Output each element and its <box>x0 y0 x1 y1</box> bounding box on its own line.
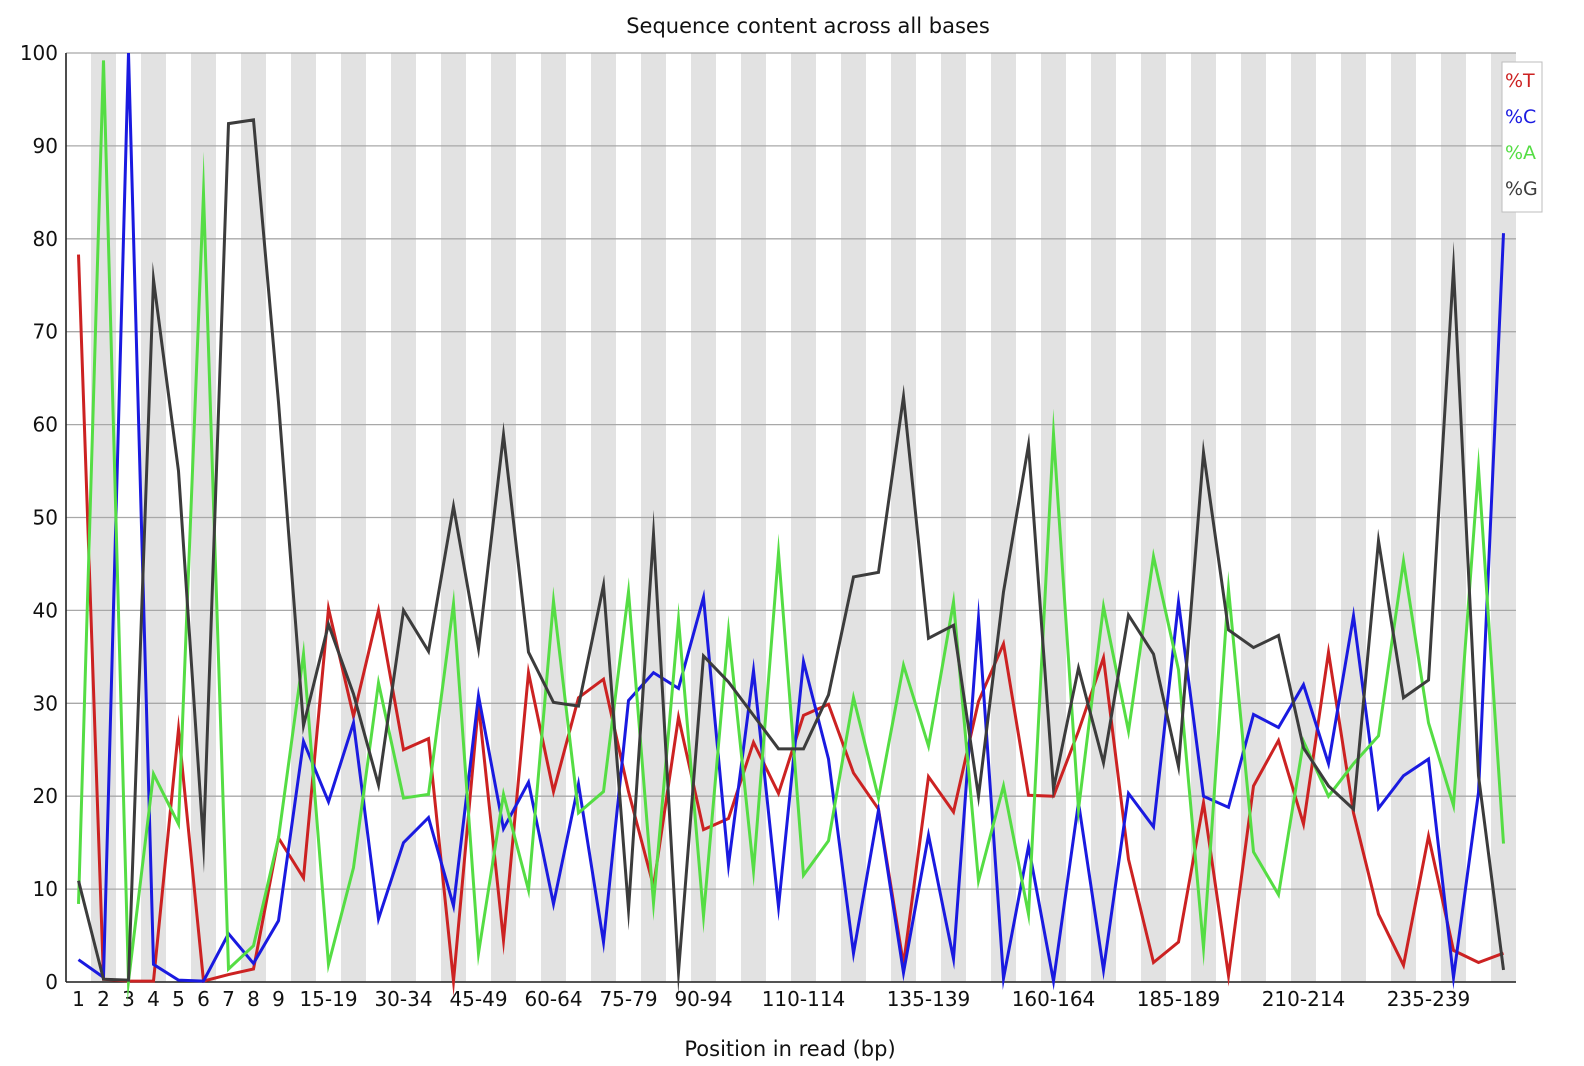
x-tick-label: 5 <box>172 987 185 1011</box>
legend-entry-a: %A <box>1505 142 1536 164</box>
y-tick-label: 50 <box>33 506 58 530</box>
x-tick-label: 9 <box>272 987 285 1011</box>
series-line-c <box>77 52 1505 991</box>
y-tick-label: 0 <box>45 970 58 994</box>
axes <box>65 53 1516 983</box>
x-tick-label: 15-19 <box>299 987 357 1011</box>
x-tick-label: 110-114 <box>762 987 846 1011</box>
series-lines <box>77 52 1505 1002</box>
y-tick-label: 100 <box>20 41 58 65</box>
x-tick-label: 60-64 <box>524 987 582 1011</box>
x-tick-label: 1 <box>72 987 85 1011</box>
x-tick-label: 185-189 <box>1137 987 1221 1011</box>
x-tick-label: 160-164 <box>1012 987 1096 1011</box>
x-tick-label: 90-94 <box>674 987 732 1011</box>
x-tick-label: 3 <box>122 987 135 1011</box>
y-tick-label: 90 <box>33 134 58 158</box>
x-tick-label: 30-34 <box>374 987 432 1011</box>
legend-entry-t: %T <box>1505 70 1535 92</box>
y-tick-label: 30 <box>33 691 58 715</box>
y-tick-label: 10 <box>33 877 58 901</box>
x-tick-label: 6 <box>197 987 210 1011</box>
x-tick-label: 45-49 <box>449 987 507 1011</box>
x-tick-label: 8 <box>247 987 260 1011</box>
series-line-g <box>77 118 1505 994</box>
y-tick-labels: 0 10 20 30 40 50 60 70 80 90 100 <box>20 41 58 994</box>
x-tick-label: 4 <box>147 987 160 1011</box>
y-tick-label: 60 <box>33 413 58 437</box>
chart-title: Sequence content across all bases <box>626 14 990 38</box>
legend-box <box>1501 61 1543 213</box>
x-tick-label: 235-239 <box>1387 987 1471 1011</box>
x-tick-label: 2 <box>97 987 110 1011</box>
x-axis-label: Position in read (bp) <box>684 1037 895 1061</box>
legend-entry-g: %G <box>1505 178 1538 200</box>
legend: %T %C %A %G <box>1501 61 1543 213</box>
series-line-t <box>77 254 1505 997</box>
y-tick-label: 20 <box>33 784 58 808</box>
y-tick-label: 40 <box>33 598 58 622</box>
series-line-a <box>77 60 1505 1002</box>
x-tick-label: 210-214 <box>1262 987 1346 1011</box>
x-tick-label: 7 <box>222 987 235 1011</box>
legend-entry-c: %C <box>1505 106 1536 128</box>
y-tick-label: 70 <box>33 320 58 344</box>
x-tick-label: 135-139 <box>887 987 971 1011</box>
y-tick-label: 80 <box>33 227 58 251</box>
x-tick-labels: 1 2 3 4 5 6 7 8 9 15-19 30-34 45-49 60-64 75-79 90-94 1… <box>72 987 1470 1011</box>
x-tick-label: 75-79 <box>599 987 657 1011</box>
